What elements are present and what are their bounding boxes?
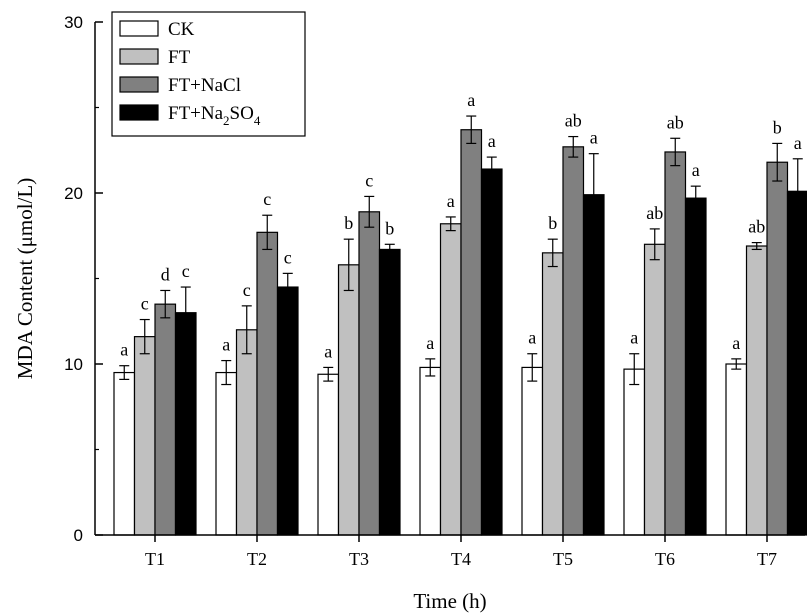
ticks-layer: 0 10 20 30 T1 T2 T3 T4 T5 T6 T7 — [64, 13, 777, 569]
bar — [562, 146, 585, 536]
bar — [174, 312, 197, 536]
significance-letter: a — [120, 340, 128, 360]
bar — [358, 211, 381, 536]
bar — [480, 168, 503, 536]
significance-letter: a — [488, 131, 496, 151]
legend-label-subscript: 4 — [254, 113, 261, 128]
bar — [521, 366, 544, 536]
bar — [113, 371, 136, 536]
y-tick-label: 30 — [64, 13, 83, 32]
significance-letter: c — [182, 261, 190, 281]
legend-swatch — [119, 104, 159, 121]
legend-label: FT+Na2SO4 — [168, 103, 261, 128]
bar — [766, 161, 789, 536]
legend-swatch — [119, 48, 159, 65]
bar — [725, 363, 748, 536]
bar — [745, 245, 768, 536]
legend-label-subscript: 2 — [223, 113, 230, 128]
legend: CK FT FT+NaCl FT+Na2SO4 — [111, 11, 306, 137]
y-axis-label: MDA Content (μmol/L) — [13, 178, 37, 379]
bar-group-t4: a a a a — [419, 90, 503, 536]
legend-swatch — [119, 20, 159, 37]
significance-letter: a — [794, 133, 802, 153]
bar — [643, 243, 666, 536]
legend-label-part: SO — [230, 103, 254, 124]
bar — [337, 264, 360, 536]
x-tick-label: T7 — [757, 549, 777, 569]
significance-letter: a — [692, 160, 700, 180]
significance-letter: b — [344, 213, 353, 233]
legend-item: FT — [119, 47, 191, 68]
bar-group-t6: a ab ab a — [623, 112, 707, 536]
bar — [439, 223, 462, 536]
significance-letter: b — [385, 218, 394, 238]
bar — [276, 286, 299, 536]
significance-letter: a — [590, 128, 598, 148]
significance-letter: a — [447, 191, 455, 211]
bar — [664, 151, 687, 536]
bar — [133, 336, 156, 536]
bar-group-t2: a c c c — [215, 189, 299, 536]
x-tick-label: T3 — [349, 549, 369, 569]
bar — [235, 329, 258, 536]
bar — [317, 373, 340, 536]
significance-letter: a — [222, 335, 230, 355]
significance-letter: b — [548, 213, 557, 233]
x-tick-label: T6 — [655, 549, 675, 569]
x-tick-label: T5 — [553, 549, 573, 569]
bar — [419, 366, 442, 536]
significance-letter: d — [161, 264, 170, 284]
bar — [256, 231, 279, 536]
bar — [582, 194, 605, 536]
y-tick-label: 20 — [64, 184, 83, 203]
legend-label: CK — [168, 19, 195, 40]
significance-letter: a — [630, 328, 638, 348]
bar — [154, 303, 177, 536]
x-tick-label: T2 — [247, 549, 267, 569]
bar — [541, 252, 564, 536]
significance-letter: c — [243, 280, 251, 300]
significance-letter: ab — [565, 111, 582, 131]
bar — [623, 368, 646, 536]
significance-letter: ab — [646, 203, 663, 223]
legend-label-part: FT+Na — [168, 103, 224, 124]
legend-item: CK — [119, 19, 195, 40]
legend-label: FT — [168, 47, 191, 68]
significance-letter: c — [263, 189, 271, 209]
x-axis-label: Time (h) — [413, 589, 486, 613]
significance-letter: a — [732, 333, 740, 353]
x-tick-label: T4 — [451, 549, 471, 569]
y-tick-label: 0 — [74, 526, 83, 545]
bar — [786, 190, 807, 536]
bar-group-t3: a b c b — [317, 170, 401, 536]
significance-letter: a — [528, 328, 536, 348]
significance-letter: c — [284, 247, 292, 267]
significance-letter: a — [426, 333, 434, 353]
legend-swatch — [119, 76, 159, 93]
bar-group-t1: a cd c — [113, 261, 197, 536]
significance-letter: ab — [748, 217, 765, 237]
significance-letter: ab — [667, 112, 684, 132]
legend-label: FT+NaCl — [168, 75, 241, 96]
legend-item: FT+NaCl — [119, 75, 241, 96]
significance-letter: c — [365, 170, 373, 190]
y-tick-label: 10 — [64, 355, 83, 374]
bar — [215, 371, 238, 536]
significance-letter: a — [467, 90, 475, 110]
bar — [378, 248, 401, 536]
bar — [460, 129, 483, 536]
legend-item: FT+Na2SO4 — [119, 103, 261, 128]
bar — [684, 197, 707, 536]
significance-letter: a — [324, 341, 332, 361]
x-tick-label: T1 — [145, 549, 165, 569]
significance-letter: b — [773, 117, 782, 137]
significance-letter: c — [141, 294, 149, 314]
